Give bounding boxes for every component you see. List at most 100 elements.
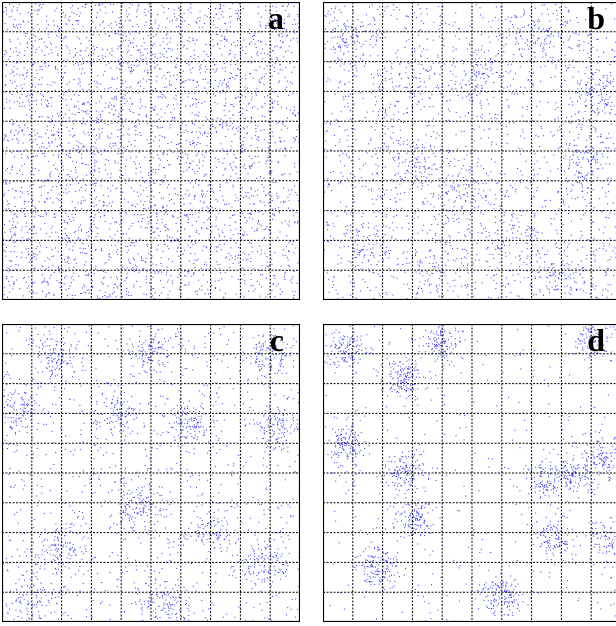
scatter-point	[22, 142, 24, 144]
scatter-point	[580, 94, 582, 96]
scatter-point	[41, 153, 43, 155]
scatter-point	[414, 176, 416, 178]
scatter-point	[416, 158, 418, 160]
scatter-point	[86, 47, 88, 49]
scatter-point	[476, 76, 477, 78]
scatter-point	[201, 190, 203, 192]
scatter-point	[587, 239, 589, 241]
scatter-point	[66, 154, 67, 156]
scatter-point	[81, 162, 83, 164]
scatter-point	[464, 188, 466, 190]
scatter-point	[469, 83, 470, 85]
scatter-point	[292, 243, 294, 245]
scatter-point	[234, 258, 236, 260]
scatter-point	[197, 142, 199, 143]
scatter-point	[21, 181, 23, 183]
scatter-point	[498, 52, 500, 54]
scatter-point	[166, 33, 168, 35]
scatter-point	[45, 99, 47, 101]
scatter-point	[371, 4, 373, 6]
scatter-point	[84, 253, 86, 254]
scatter-point	[192, 143, 194, 145]
scatter-point	[162, 126, 164, 128]
scatter-point	[69, 241, 71, 243]
scatter-point	[608, 191, 609, 193]
scatter-point	[172, 20, 173, 22]
scatter-point	[601, 110, 603, 112]
scatter-point	[165, 78, 167, 80]
scatter-point	[38, 179, 40, 181]
scatter-point	[291, 282, 293, 284]
scatter-point	[28, 104, 30, 106]
scatter-point	[103, 202, 105, 203]
scatter-point	[524, 11, 526, 13]
scatter-point	[107, 285, 109, 287]
scatter-point	[428, 156, 430, 158]
scatter-point	[265, 43, 267, 45]
scatter-point	[523, 13, 525, 15]
scatter-point	[42, 181, 44, 183]
scatter-point	[94, 190, 95, 192]
scatter-point	[575, 271, 577, 273]
scatter-point	[94, 214, 96, 216]
scatter-point	[39, 39, 41, 41]
scatter-point	[84, 271, 86, 273]
scatter-point	[198, 26, 200, 28]
scatter-point	[50, 49, 52, 51]
scatter-point	[101, 281, 103, 283]
scatter-point	[529, 228, 531, 230]
scatter-point	[26, 69, 28, 71]
scatter-point	[281, 222, 283, 224]
scatter-point	[21, 130, 23, 132]
scatter-point	[37, 9, 39, 11]
scatter-point	[547, 177, 549, 179]
scatter-point	[156, 76, 158, 77]
scatter-point	[186, 169, 188, 171]
scatter-point	[595, 249, 597, 251]
scatter-point	[342, 39, 344, 41]
scatter-point	[261, 78, 262, 80]
scatter-point	[112, 142, 114, 144]
scatter-point	[17, 239, 19, 241]
scatter-point	[26, 72, 28, 74]
scatter-point	[217, 246, 219, 248]
scatter-point	[236, 75, 238, 77]
scatter-point	[446, 209, 448, 211]
scatter-point	[245, 78, 247, 80]
scatter-point	[287, 50, 289, 52]
scatter-point	[170, 275, 172, 277]
scatter-point	[47, 257, 49, 259]
scatter-point	[284, 28, 286, 29]
scatter-point	[600, 94, 602, 96]
scatter-point	[63, 76, 64, 78]
scatter-point	[268, 110, 270, 112]
scatter-point	[66, 236, 68, 238]
scatter-point	[90, 28, 92, 30]
scatter-point	[327, 186, 329, 188]
scatter-point	[14, 234, 16, 236]
scatter-point	[39, 65, 41, 67]
scatter-point	[143, 214, 145, 216]
scatter-point	[153, 109, 155, 111]
scatter-point	[377, 34, 379, 36]
scatter-point	[245, 195, 247, 197]
scatter-point	[86, 3, 88, 5]
scatter-point	[79, 112, 81, 113]
scatter-point	[341, 58, 343, 60]
scatter-point	[206, 92, 208, 94]
scatter-point	[24, 32, 26, 34]
scatter-point	[203, 201, 205, 203]
scatter-point	[53, 24, 55, 26]
scatter-point	[279, 293, 281, 295]
scatter-point	[545, 30, 547, 32]
scatter-point	[146, 80, 147, 82]
scatter-point	[586, 94, 588, 96]
scatter-point	[341, 29, 343, 31]
scatter-point	[374, 96, 376, 98]
scatter-point	[271, 58, 273, 60]
scatter-point	[16, 73, 18, 75]
scatter-point	[448, 199, 450, 201]
scatter-point	[213, 58, 215, 60]
scatter-point	[136, 10, 138, 12]
scatter-point	[80, 202, 82, 204]
